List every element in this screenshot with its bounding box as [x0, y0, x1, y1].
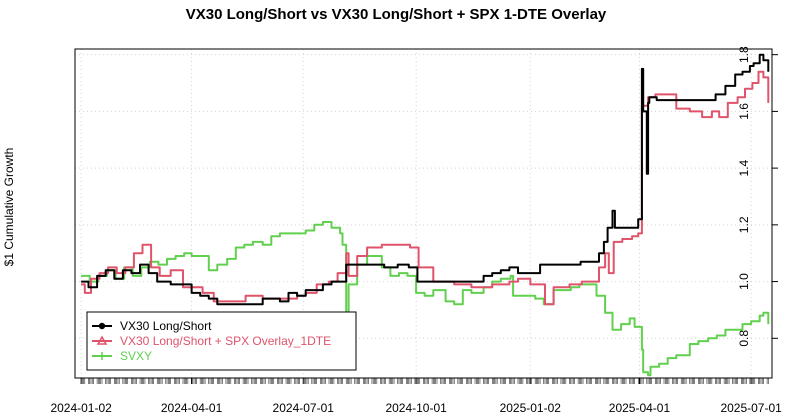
x-axis: 2024-01-02 2024-04-01 2024-07-01 2024-10-01…	[50, 378, 782, 415]
y-tick-label: 0.8	[737, 330, 751, 347]
series-lines	[81, 53, 770, 377]
x-tick-label: 2025-04-01	[609, 401, 671, 415]
y-tick-label: 1.2	[737, 216, 751, 233]
x-tick-label: 2024-07-01	[273, 401, 335, 415]
legend-label-0: VX30 Long/Short	[120, 319, 212, 333]
series-line-2	[81, 221, 770, 377]
legend-marker-1	[96, 335, 108, 345]
x-tick-label: 2025-07-01	[720, 401, 782, 415]
x-tick-label: 2025-01-02	[500, 401, 562, 415]
y-tick-label: 1.0	[737, 273, 751, 290]
legend-box	[86, 311, 357, 371]
chart-title: VX30 Long/Short vs VX30 Long/Short + SPX…	[186, 6, 607, 23]
x-ticks	[80, 378, 769, 384]
y-tick-label: 1.8	[737, 46, 751, 63]
series-line-0	[81, 53, 770, 306]
legend-label-2: SVXY	[120, 349, 152, 363]
series-line-1	[81, 70, 770, 306]
legend-label-1: VX30 Long/Short + SPX Overlay_1DTE	[120, 334, 331, 348]
gridlines	[75, 49, 772, 378]
y-tick-label: 1.4	[737, 159, 751, 176]
y-tick-label: 1.6	[737, 103, 751, 120]
y-axis-label: $1 Cumulative Growth	[2, 148, 16, 267]
x-tick-label: 2024-01-02	[50, 401, 112, 415]
x-tick-label: 2024-10-01	[385, 401, 447, 415]
y-axis: 0.8 1.0 1.2 1.4 1.6 1.8	[737, 46, 778, 347]
legend-marker-0	[98, 322, 106, 330]
x-tick-label: 2024-04-01	[161, 401, 223, 415]
legend-marker-2	[98, 352, 106, 360]
